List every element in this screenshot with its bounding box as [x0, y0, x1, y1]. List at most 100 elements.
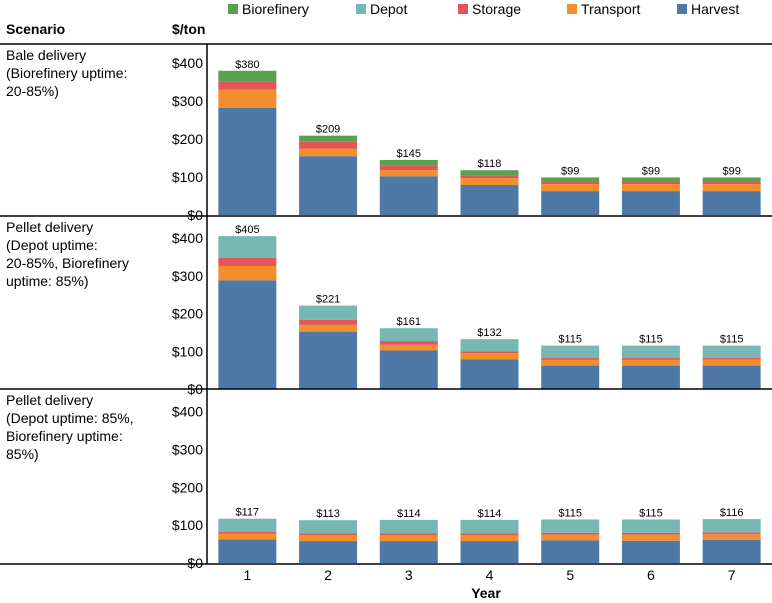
bar-storage-segment	[621, 532, 680, 535]
bar-transport-segment	[379, 170, 438, 177]
x-tick-label: 6	[647, 567, 655, 583]
bar-total-label: $380	[235, 59, 259, 71]
y-tick-label: $300	[172, 268, 203, 284]
bar-harvest-segment	[702, 365, 761, 389]
bar-depot-segment	[702, 345, 761, 358]
legend-label-biorefinery: Biorefinery	[242, 1, 309, 17]
panel-label-line: (Depot uptime: 85%,	[6, 410, 134, 426]
bar-transport-segment	[218, 89, 277, 108]
bar-depot-segment	[299, 305, 358, 320]
bar-harvest-segment	[702, 191, 761, 215]
bar-biorefinery-segment	[218, 70, 277, 82]
bar-total-label: $99	[722, 165, 740, 177]
bar-biorefinery-segment	[299, 135, 358, 142]
legend-label-transport: Transport	[581, 1, 641, 17]
bar-storage-segment	[379, 165, 438, 171]
legend-swatch-transport	[567, 4, 577, 14]
bar-harvest-segment	[379, 541, 438, 563]
bar-harvest-segment	[541, 540, 600, 563]
bar-harvest-segment	[541, 191, 600, 215]
bar-biorefinery-segment	[702, 177, 761, 182]
y-tick-label: $400	[172, 404, 203, 420]
x-tick-label: 5	[566, 567, 574, 583]
legend-label-depot: Depot	[370, 1, 407, 17]
bar-harvest-segment	[621, 191, 680, 215]
y-tick-label: $100	[172, 169, 203, 185]
bar-storage-segment	[218, 531, 277, 534]
y-tick-label: $400	[172, 230, 203, 246]
y-tick-label: $0	[187, 207, 203, 223]
legend-swatch-biorefinery	[228, 4, 238, 14]
legend-swatch-harvest	[677, 4, 687, 14]
bar-transport-segment	[460, 535, 519, 542]
bar-transport-segment	[299, 148, 358, 157]
panel-1: Bale delivery (Biorefinery uptime: 20-85%)…	[0, 47, 772, 223]
bar-storage-segment	[702, 181, 761, 185]
bar-depot-segment	[218, 236, 277, 258]
x-tick-label: 4	[486, 567, 494, 583]
bar-transport-segment	[541, 534, 600, 541]
unit-header: $/ton	[172, 21, 205, 37]
bar-transport-segment	[460, 178, 519, 186]
y-tick-label: $100	[172, 343, 203, 359]
bar-total-label: $115	[558, 507, 582, 519]
bar-storage-segment	[299, 319, 358, 325]
bar-total-label: $117	[236, 507, 260, 519]
bar-storage-segment	[621, 358, 680, 360]
bar-total-label: $209	[316, 124, 340, 136]
bar-storage-segment	[379, 341, 438, 345]
bar-transport-segment	[541, 184, 600, 192]
bar-transport-segment	[621, 359, 680, 366]
bar-storage-segment	[299, 533, 358, 535]
bar-total-label: $113	[316, 508, 340, 520]
bar-transport-segment	[379, 344, 438, 351]
bar-harvest-segment	[299, 156, 358, 215]
y-tick-label: $400	[172, 55, 203, 71]
bar-total-label: $99	[642, 165, 660, 177]
bar-storage-segment	[702, 357, 761, 360]
panel-3: Pellet delivery (Depot uptime: 85%, Bioref…	[0, 392, 772, 571]
panel-label-line: Biorefinery uptime:	[6, 428, 123, 444]
bar-harvest-segment	[621, 365, 680, 389]
bar-storage-segment	[460, 533, 519, 536]
bar-total-label: $132	[477, 327, 501, 339]
bar-depot-segment	[541, 345, 600, 359]
bar-total-label: $115	[639, 507, 663, 519]
bar-transport-segment	[702, 534, 761, 540]
bar-storage-segment	[299, 141, 358, 149]
panel-label-line: (Biorefinery uptime:	[6, 65, 127, 81]
bar-storage-segment	[541, 532, 600, 535]
bar-total-label: $115	[558, 334, 582, 346]
bar-transport-segment	[299, 324, 358, 332]
panel-label-line: Pellet delivery	[6, 392, 93, 408]
bar-harvest-segment	[379, 176, 438, 215]
scenario-header: Scenario	[6, 21, 65, 37]
y-tick-label: $200	[172, 306, 203, 322]
bar-biorefinery-segment	[621, 177, 680, 182]
bar-depot-segment	[460, 339, 519, 352]
bar-storage-segment	[541, 181, 600, 185]
bar-harvest-segment	[460, 359, 519, 389]
bar-depot-segment	[621, 345, 680, 359]
y-tick-label: $100	[172, 517, 203, 533]
x-tick-label: 1	[243, 567, 251, 583]
panel-label-line: 20-85%, Biorefinery	[6, 255, 129, 271]
y-tick-label: $200	[172, 131, 203, 147]
bar-storage-segment	[460, 351, 519, 354]
panel-label-line: Bale delivery	[6, 47, 86, 63]
legend-label-storage: Storage	[472, 1, 521, 17]
bar-total-label: $114	[397, 508, 421, 520]
bar-total-label: $115	[639, 334, 663, 346]
bar-transport-segment	[218, 533, 277, 540]
y-tick-label: $300	[172, 441, 203, 457]
bar-harvest-segment	[218, 539, 277, 563]
bar-harvest-segment	[460, 541, 519, 563]
bar-depot-segment	[379, 519, 438, 534]
bar-total-label: $115	[720, 334, 744, 346]
bar-depot-segment	[702, 519, 761, 533]
bar-total-label: $99	[561, 165, 579, 177]
bar-storage-segment	[621, 181, 680, 185]
bar-total-label: $161	[397, 316, 421, 328]
x-axis: 1 2 3 4 5 6 7	[243, 567, 735, 583]
